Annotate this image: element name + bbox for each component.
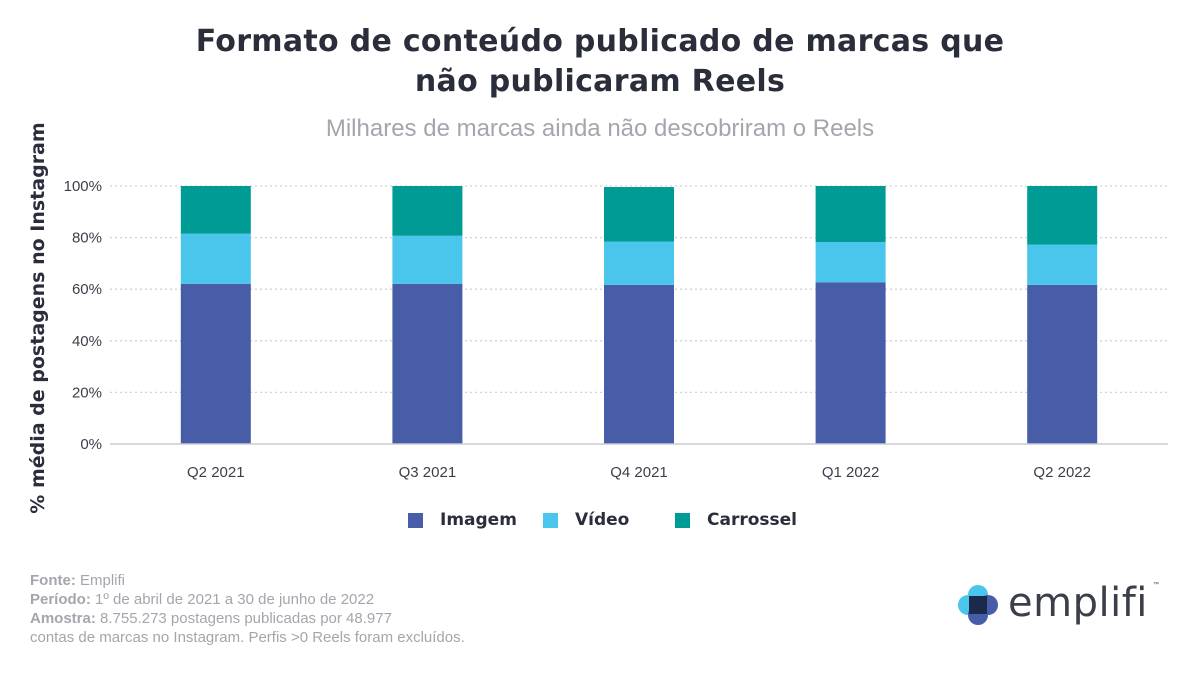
legend-label-video: Vídeo [575, 510, 630, 530]
x-tick-label: Q4 2021 [610, 464, 668, 481]
bar-segment-carrossel [604, 187, 674, 242]
legend-item-imagem: Imagem [408, 510, 517, 530]
bar-segment-video [604, 241, 674, 285]
bar-segment-carrossel [1027, 186, 1098, 245]
footnote-fonte-value: Emplifi [80, 572, 126, 589]
bar-segment-carrossel [180, 186, 251, 234]
x-tick-label: Q2 2021 [187, 464, 245, 481]
chart-title-line-1: Formato de conteúdo publicado de marcas … [195, 24, 1005, 59]
bar-segment-imagem [1027, 284, 1098, 444]
legend-item-carrossel: Carrossel [675, 510, 797, 530]
y-tick-label: 0% [80, 436, 102, 453]
legend-swatch-imagem [408, 512, 423, 528]
x-tick-label: Q2 2022 [1033, 464, 1091, 481]
emplifi-logo-mark-icon [958, 585, 998, 625]
footnote-periodo-label: Período: [30, 591, 91, 608]
y-tick-label: 40% [72, 333, 102, 350]
legend: Imagem Vídeo Carrossel [0, 510, 1200, 536]
axes: 0% 20% 40% 60% 80% 100% Q2 2021 Q3 2021 Q4 2021 Q… [64, 178, 1168, 481]
bar-segment-video [180, 233, 251, 284]
bar-segment-imagem [392, 283, 463, 444]
footnote-periodo-value: 1º de abril de 2021 a 30 de junho de 202… [95, 591, 375, 608]
bar-segment-video [1027, 244, 1098, 285]
emplifi-logo-text: emplifi [1008, 580, 1148, 626]
legend-swatch-carrossel [675, 512, 690, 528]
footnote-amostra-line-2: contas de marcas no Instagram. Perfis >0… [30, 629, 465, 646]
footnote-fonte-label: Fonte: [30, 572, 76, 589]
legend-swatch-video [543, 512, 558, 528]
bars [180, 186, 1098, 444]
bar-segment-imagem [604, 284, 674, 444]
bar-segment-carrossel [392, 186, 463, 236]
legend-item-video: Vídeo [543, 510, 629, 530]
legend-label-imagem: Imagem [440, 510, 517, 530]
footnote-amostra-value: 8.755.273 postagens publicadas por 48.97… [100, 610, 392, 627]
bar-segment-imagem [815, 282, 886, 444]
x-tick-label: Q3 2021 [399, 464, 457, 481]
y-tick-label: 20% [72, 384, 102, 401]
y-tick-label: 60% [72, 281, 102, 298]
bar-segment-carrossel [815, 186, 886, 242]
bar-segment-imagem [180, 283, 251, 444]
chart-title-line-2: não publicaram Reels [414, 64, 786, 99]
chart-subtitle: Milhares de marcas ainda não descobriram… [325, 115, 875, 142]
y-tick-label: 80% [72, 230, 102, 247]
emplifi-logo: emplifi ™ [956, 578, 1166, 634]
x-tick-label: Q1 2022 [822, 464, 880, 481]
footnote-amostra-label: Amostra: [30, 610, 96, 627]
y-tick-label: 100% [64, 178, 102, 195]
trademark-symbol: ™ [1153, 582, 1159, 588]
bar-segment-video [815, 241, 886, 283]
legend-label-carrossel: Carrossel [707, 510, 797, 530]
footnote-periodo: Período: 1º de abril de 2021 a 30 de jun… [30, 590, 465, 609]
source-footnote: Fonte: Emplifi Período: 1º de abril de 2… [30, 571, 465, 647]
gridlines [110, 185, 1168, 394]
chart-title: Formato de conteúdo publicado de marcas … [0, 22, 1200, 102]
footnote-fonte: Fonte: Emplifi [30, 571, 465, 590]
footnote-amostra: Amostra: 8.755.273 postagens publicadas … [30, 609, 465, 628]
bar-segment-video [392, 235, 463, 284]
stacked-bar-chart: 0% 20% 40% 60% 80% 100% Q2 2021 Q3 2021 Q4 2021 Q… [64, 178, 1168, 481]
